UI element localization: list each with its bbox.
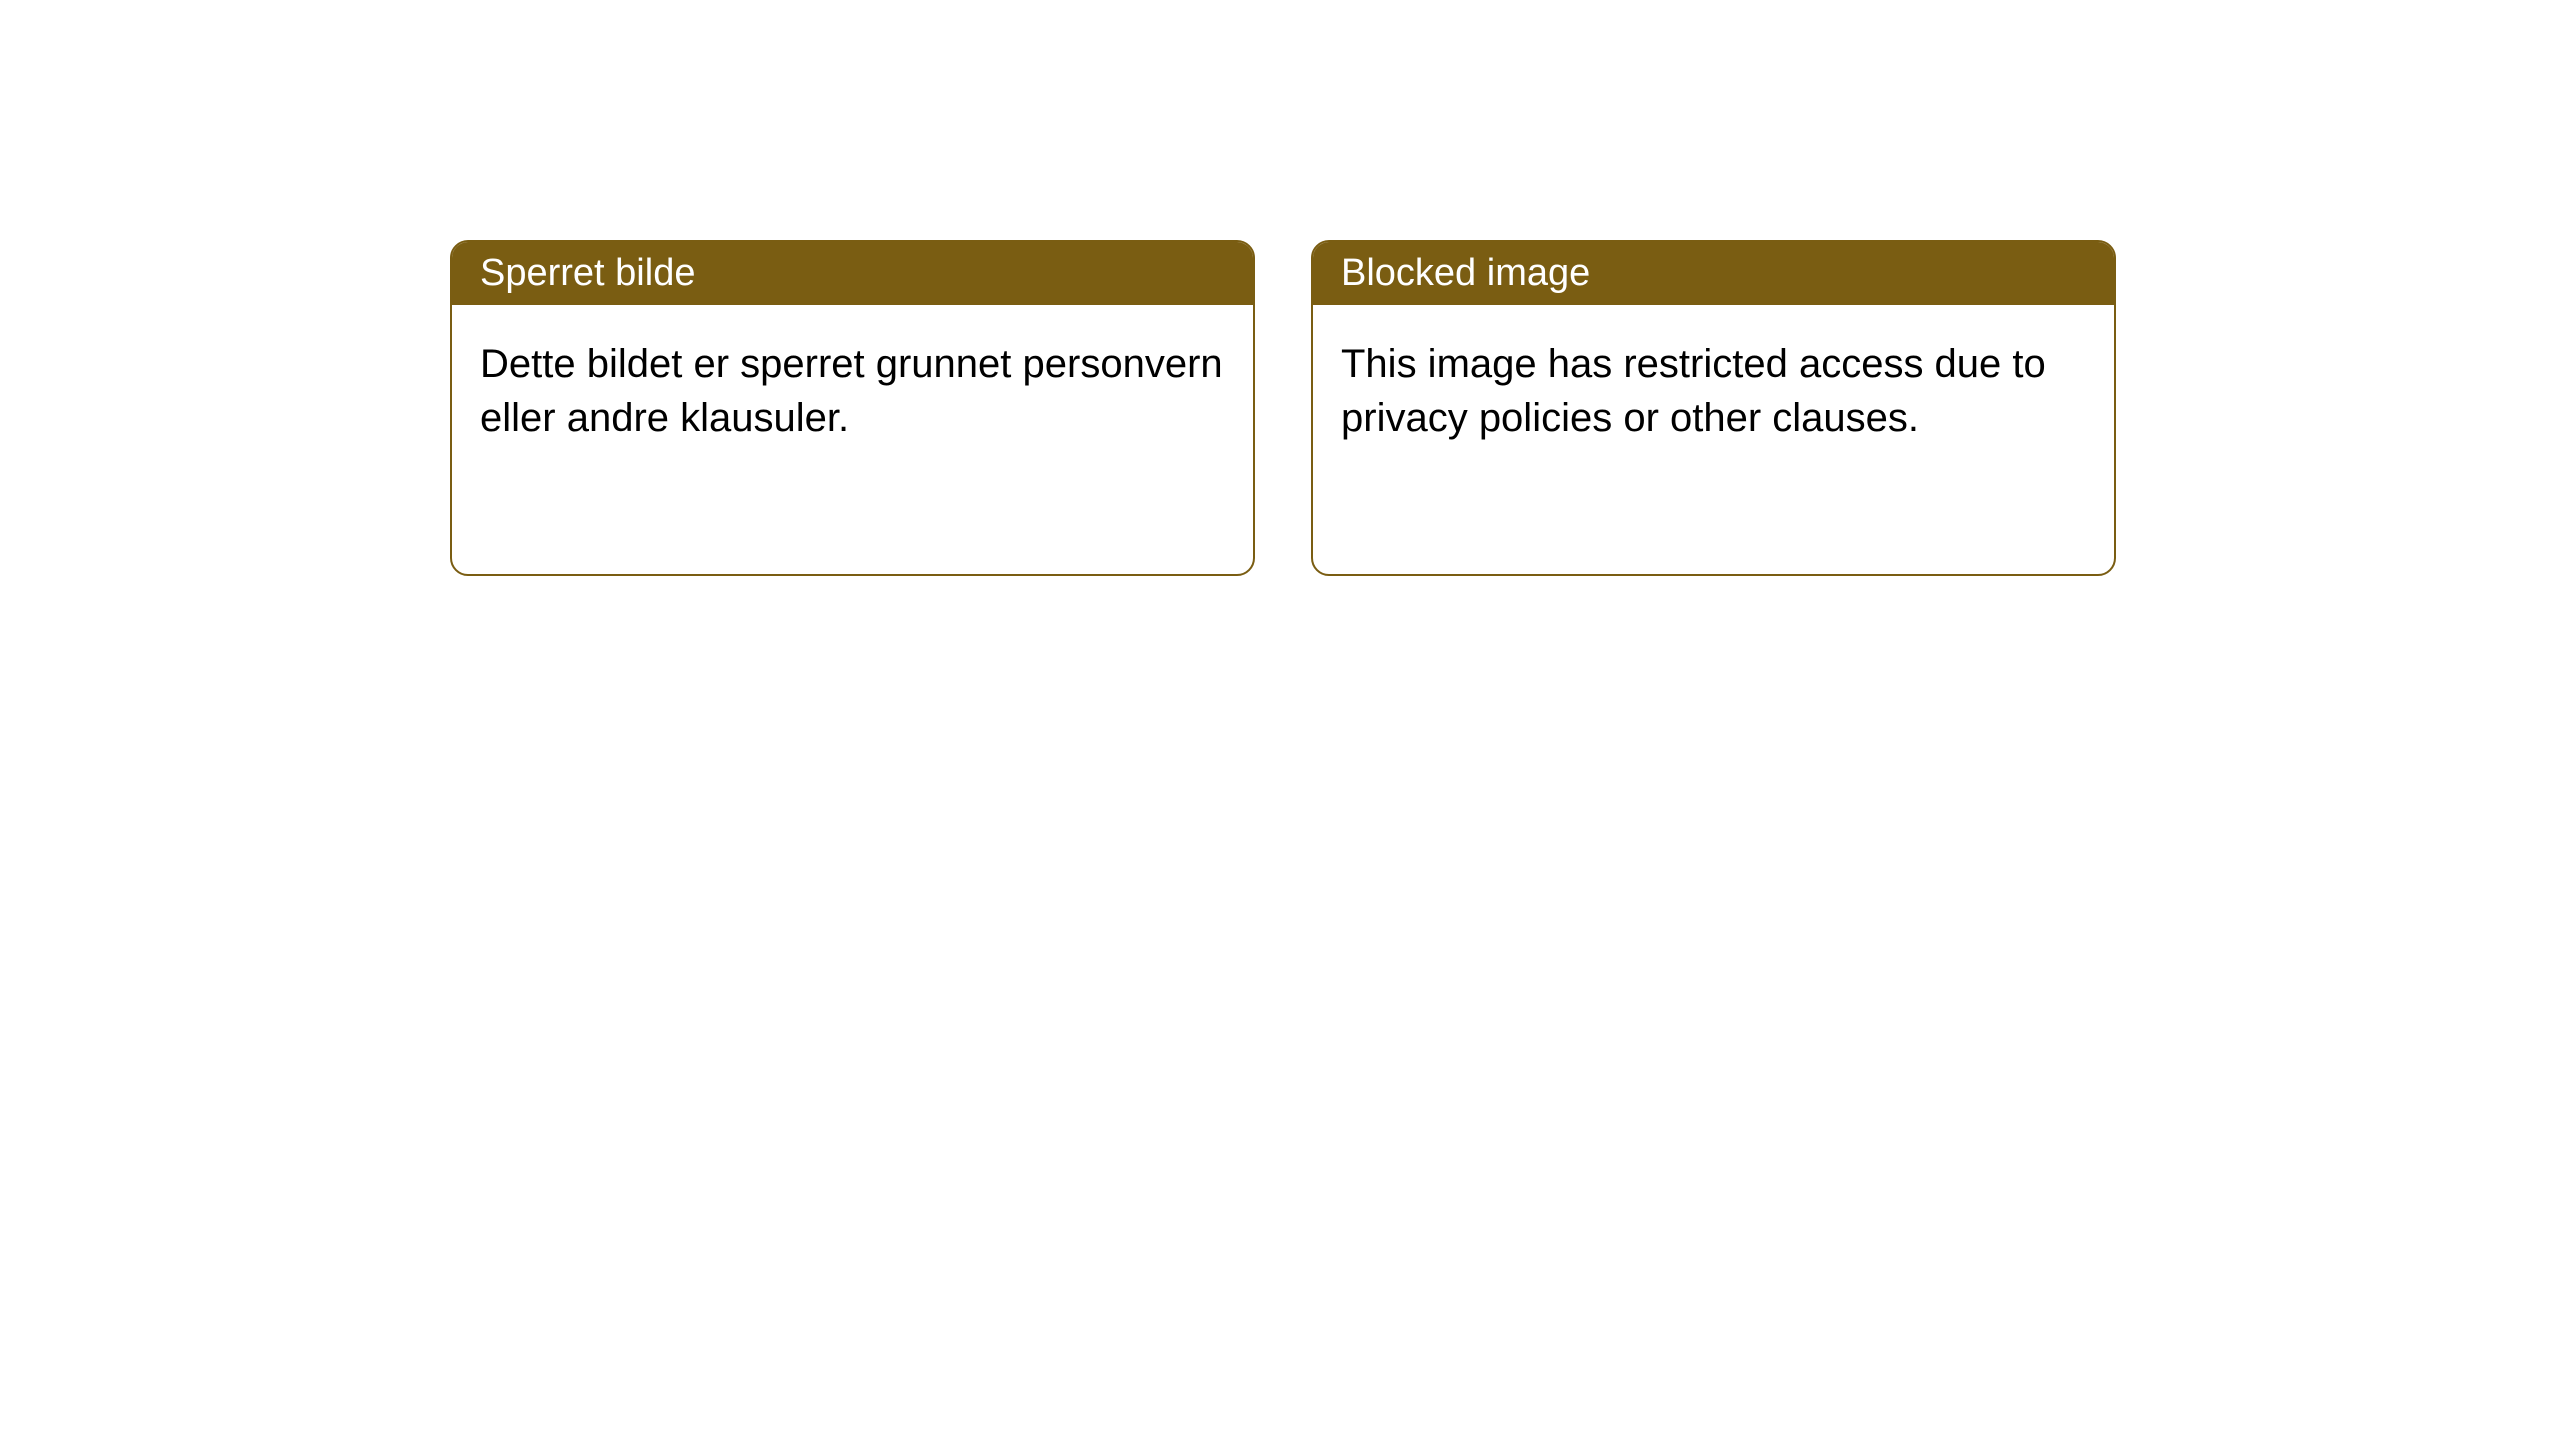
- notice-text-english: This image has restricted access due to …: [1341, 342, 2046, 440]
- notice-text-norwegian: Dette bildet er sperret grunnet personve…: [480, 342, 1223, 440]
- notice-header-norwegian: Sperret bilde: [452, 242, 1253, 305]
- notice-title-norwegian: Sperret bilde: [480, 252, 695, 294]
- notice-body-english: This image has restricted access due to …: [1313, 305, 2114, 477]
- notice-title-english: Blocked image: [1341, 252, 1590, 294]
- blocked-image-notice-norwegian: Sperret bilde Dette bildet er sperret gr…: [450, 240, 1255, 576]
- notice-body-norwegian: Dette bildet er sperret grunnet personve…: [452, 305, 1253, 477]
- notice-container: Sperret bilde Dette bildet er sperret gr…: [0, 0, 2560, 576]
- notice-header-english: Blocked image: [1313, 242, 2114, 305]
- blocked-image-notice-english: Blocked image This image has restricted …: [1311, 240, 2116, 576]
